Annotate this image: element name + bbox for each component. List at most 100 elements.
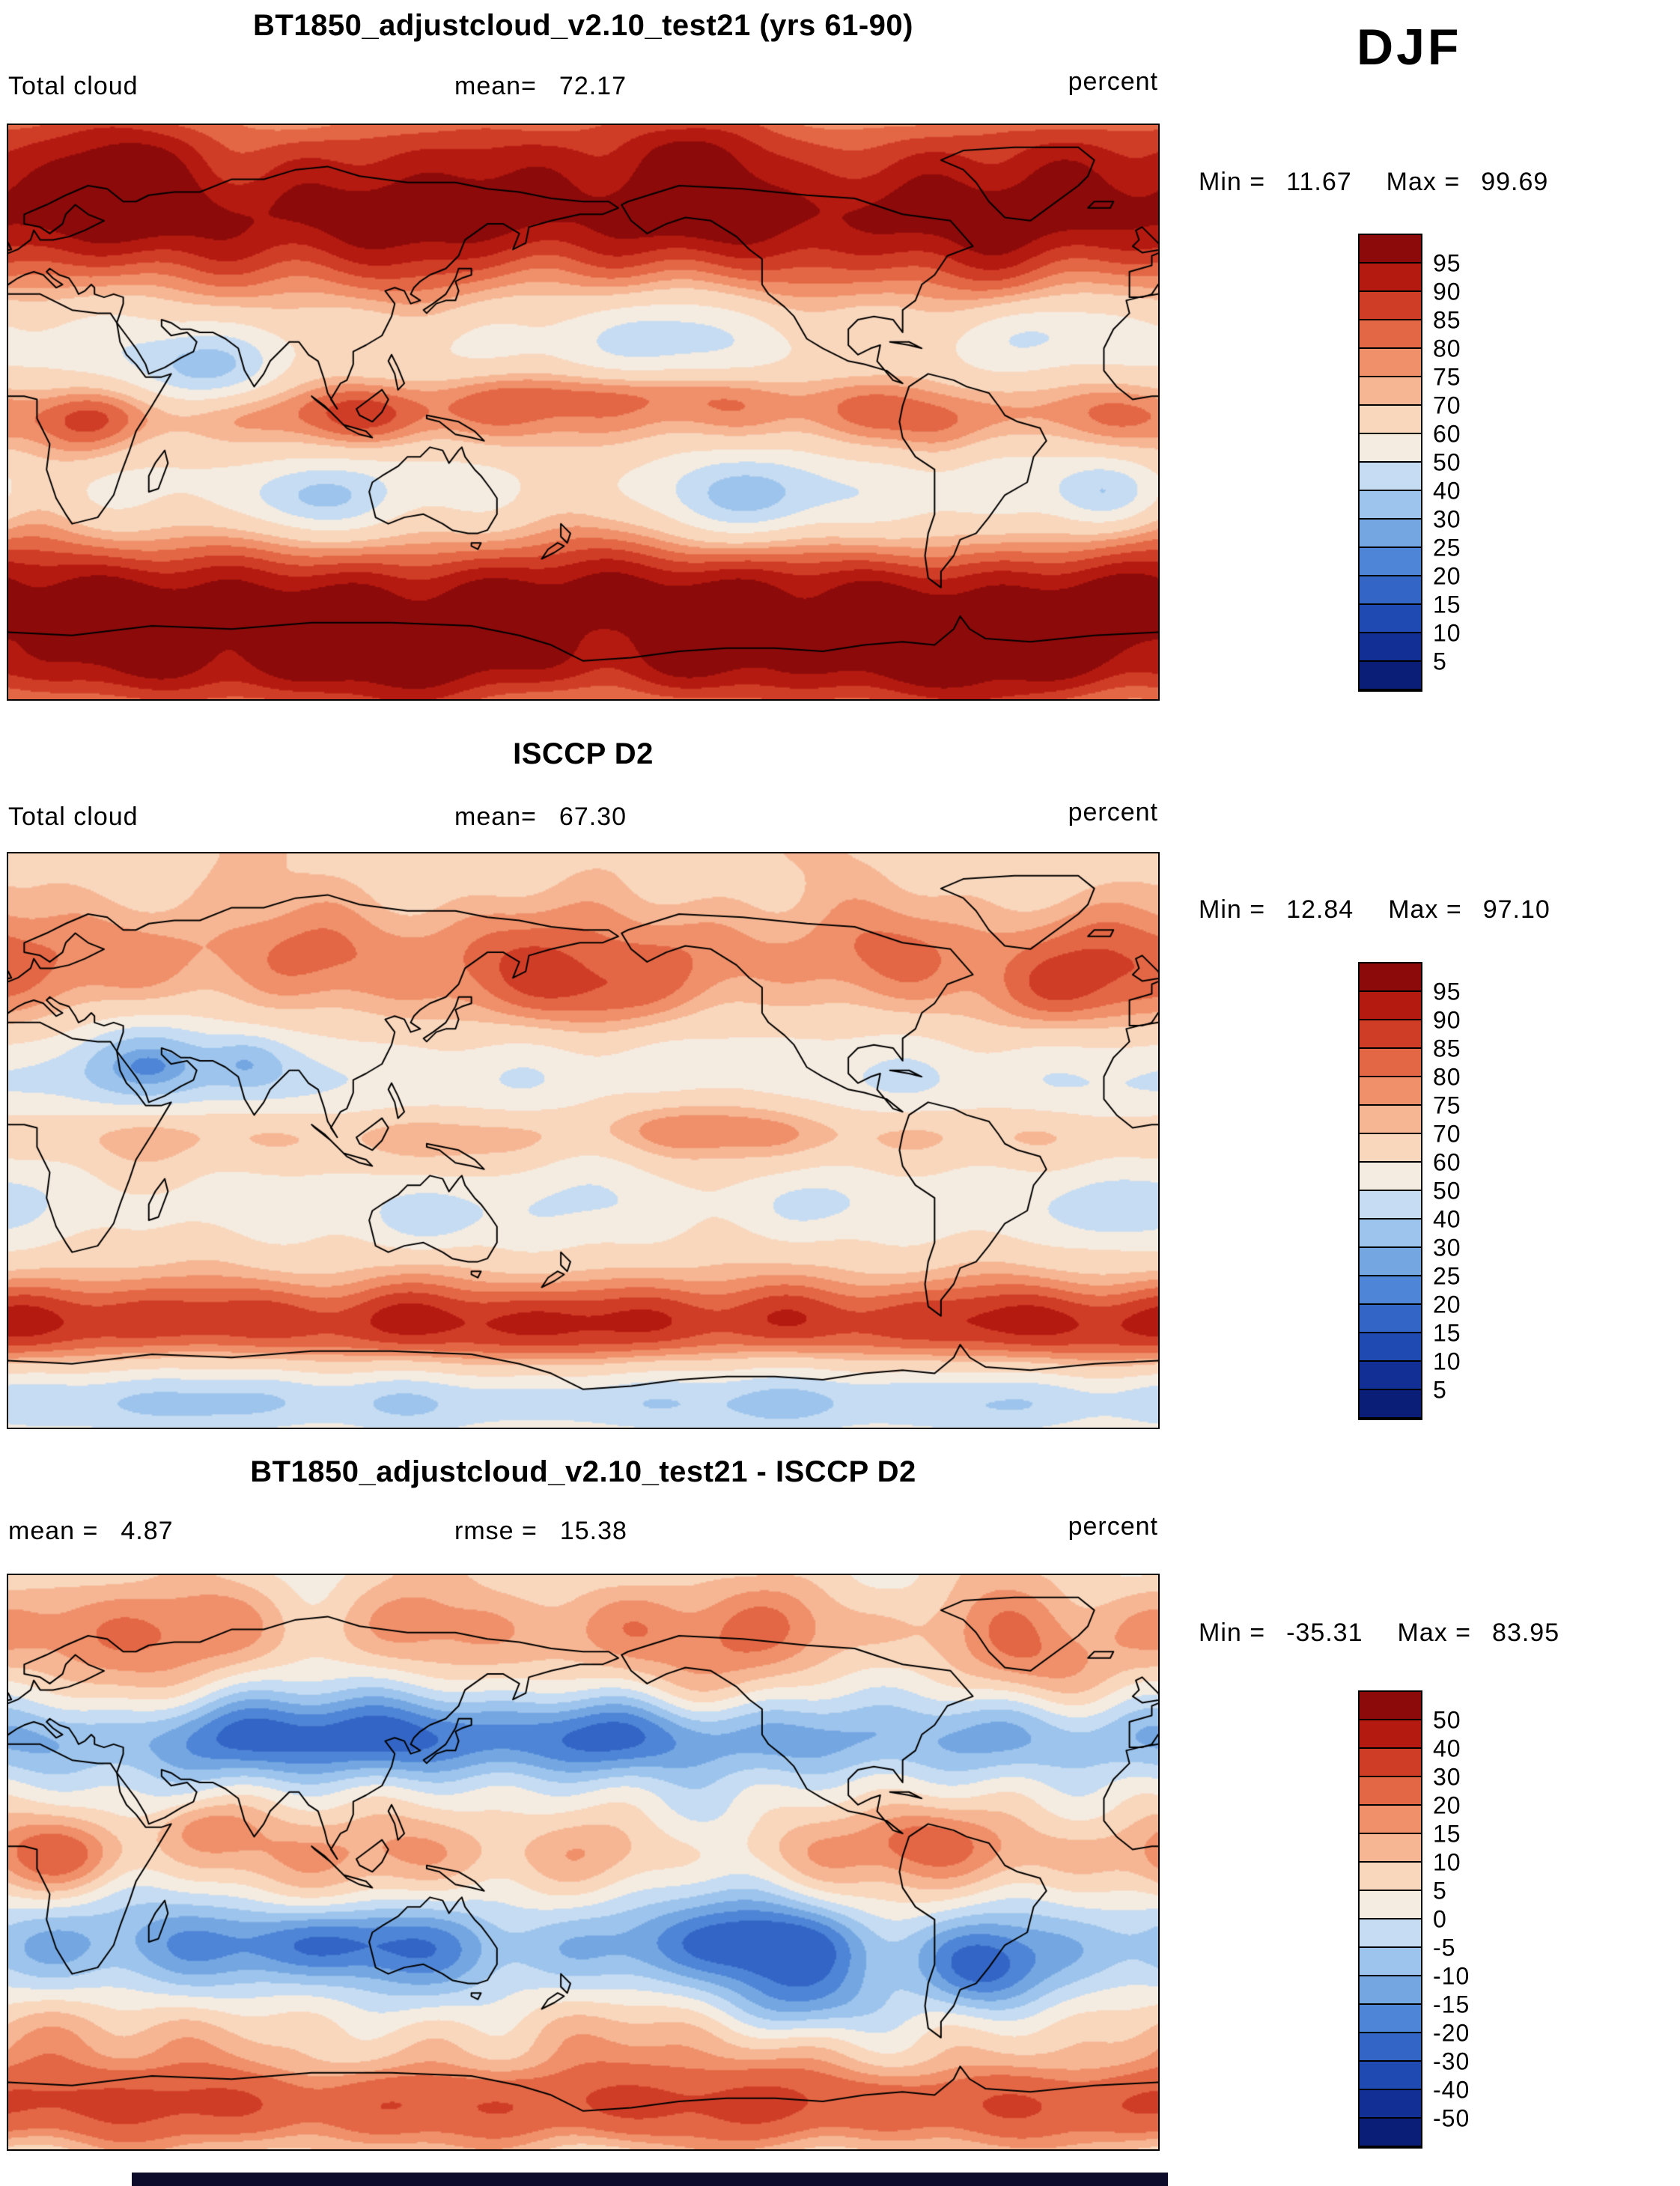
panel2-min-value: 12.84 (1286, 895, 1354, 924)
colorbar-box (1360, 1692, 1421, 1720)
colorbar-tick: 25 (1433, 1262, 1461, 1290)
panel1-min-value: 11.67 (1286, 168, 1352, 196)
cropped-bottom-bar (132, 2173, 1168, 2186)
colorbar-box (1360, 2033, 1421, 2062)
colorbar-box (1360, 349, 1421, 377)
colorbar-tick: 40 (1433, 477, 1461, 505)
colorbar-box (1360, 576, 1421, 605)
colorbar-box (1360, 1333, 1421, 1362)
colorbar-box (1360, 434, 1421, 463)
panel3-rmse-label: rmse = (454, 1517, 538, 1545)
panel2-units-label: percent (1068, 798, 1158, 826)
colorbar-box (1360, 1891, 1421, 1919)
panel2-minmax: Min = 12.84 Max = 97.10 (1199, 895, 1550, 925)
panel2-min-label: Min = (1199, 895, 1266, 924)
colorbar-tick: 40 (1433, 1205, 1461, 1233)
panel2-stats-row: Total cloud mean= 67.30 percent (7, 798, 1160, 835)
colorbar-box (1360, 1191, 1421, 1220)
colorbar-tick: 60 (1433, 1148, 1461, 1176)
panel2-mean-stat: mean= 67.30 (454, 803, 627, 832)
colorbar-box (1360, 463, 1421, 491)
colorbar-tick: 25 (1433, 534, 1461, 561)
panel3-rmse-stat: rmse = 15.38 (454, 1517, 627, 1546)
colorbar-box (1360, 235, 1421, 264)
colorbar-box (1360, 1163, 1421, 1191)
colorbar-tick: -40 (1433, 2076, 1470, 2104)
colorbar-box (1360, 406, 1421, 434)
colorbar-tick: 70 (1433, 392, 1461, 419)
panel1-min-label: Min = (1199, 168, 1266, 196)
colorbar-tick: 5 (1433, 648, 1447, 675)
colorbar-box (1360, 1049, 1421, 1077)
colorbar-box (1360, 1749, 1421, 1777)
colorbar-tick: 30 (1433, 1763, 1461, 1791)
colorbar-box (1360, 1305, 1421, 1333)
colorbar-box (1360, 633, 1421, 662)
panel2-map (7, 852, 1160, 1429)
colorbar-tick: 30 (1433, 1234, 1461, 1261)
colorbar-tick: -15 (1433, 1991, 1470, 2018)
panel1-mean-label: mean= (454, 72, 537, 100)
panel1-stats-row: Total cloud mean= 72.17 percent (7, 67, 1160, 105)
colorbar-box (1360, 264, 1421, 292)
panel3-colorbar: 50 40 30 20 15 10 5 0 -5 -10 -15 -20 -30 -40 -50 (1358, 1690, 1469, 2149)
colorbar-tick: 85 (1433, 1035, 1461, 1062)
panel3-min-label: Min = (1199, 1619, 1266, 1647)
colorbar-box (1360, 605, 1421, 633)
colorbar-box (1360, 1919, 1421, 1948)
colorbar-tick: 20 (1433, 1291, 1461, 1318)
colorbar-box (1360, 1777, 1421, 1806)
colorbar-tick: 10 (1433, 619, 1461, 647)
colorbar-tick: 5 (1433, 1877, 1447, 1905)
colorbar-box (1360, 520, 1421, 548)
panel2-max-label: Max = (1388, 895, 1462, 924)
colorbar-tick: 90 (1433, 278, 1461, 305)
colorbar-box (1360, 1948, 1421, 1976)
colorbar-box (1360, 2005, 1421, 2033)
panel3-mean-value: 4.87 (121, 1517, 174, 1545)
panel3-map (7, 1574, 1160, 2151)
panel3-minmax: Min = -35.31 Max = 83.95 (1199, 1619, 1559, 1648)
colorbar-box (1360, 1276, 1421, 1305)
panel2-mean-value: 67.30 (559, 803, 627, 831)
colorbar-box (1360, 377, 1421, 406)
colorbar-box (1360, 1834, 1421, 1863)
panel3-title: BT1850_adjustcloud_v2.10_test21 - ISCCP … (250, 1455, 916, 1488)
colorbar-box (1360, 1077, 1421, 1106)
colorbar-box (1360, 2090, 1421, 2119)
colorbar-tick: 95 (1433, 978, 1461, 1005)
panel1-mean-stat: mean= 72.17 (454, 72, 627, 101)
colorbar-box (1360, 1220, 1421, 1248)
colorbar-tick: 60 (1433, 420, 1461, 448)
colorbar-tick: 20 (1433, 562, 1461, 590)
colorbar-tick: 90 (1433, 1006, 1461, 1034)
colorbar-box (1360, 1720, 1421, 1749)
panel2-variable-label: Total cloud (8, 803, 139, 831)
colorbar-tick: 95 (1433, 249, 1461, 277)
colorbar-box (1360, 1020, 1421, 1049)
colorbar-box (1360, 1390, 1421, 1419)
panel2-mean-label: mean= (454, 803, 537, 831)
colorbar-tick: 50 (1433, 1177, 1461, 1205)
colorbar-tick: 5 (1433, 1376, 1447, 1404)
colorbar-box (1360, 491, 1421, 520)
colorbar-tick: 40 (1433, 1735, 1461, 1762)
colorbar-box (1360, 1806, 1421, 1834)
colorbar-tick: 50 (1433, 1706, 1461, 1734)
colorbar-tick: 75 (1433, 363, 1461, 391)
panel3-coastline-canvas (8, 1575, 1158, 2149)
colorbar-tick: 10 (1433, 1348, 1461, 1375)
panel3-mean-stat: mean = 4.87 (8, 1517, 174, 1546)
colorbar-tick: -30 (1433, 2048, 1470, 2075)
colorbar-tick: 85 (1433, 306, 1461, 334)
colorbar-tick: 30 (1433, 505, 1461, 533)
panel3-max-label: Max = (1397, 1619, 1472, 1647)
panel1-max-value: 99.69 (1481, 168, 1549, 196)
panel1-minmax: Min = 11.67 Max = 99.69 (1199, 168, 1548, 197)
colorbar-tick: 20 (1433, 1791, 1461, 1819)
panel2-title: ISCCP D2 (513, 737, 654, 770)
panel1-coastline-canvas (8, 125, 1158, 699)
colorbar-box (1360, 2119, 1421, 2147)
colorbar-tick: 15 (1433, 591, 1461, 618)
